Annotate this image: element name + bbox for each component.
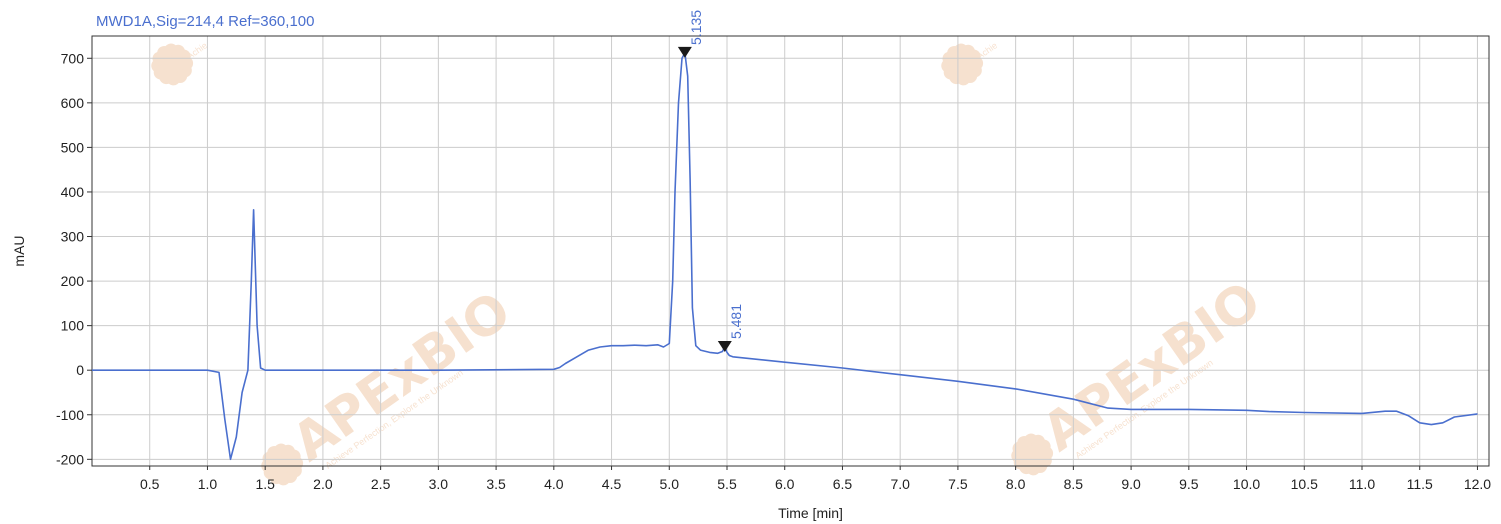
- x-axis: 0.5 1.0 1.5 2.0 2.5 3.0 3.5 4.0 4.5 5.0 5.5 6.0 6.5 7…: [140, 466, 1491, 492]
- peak-label: 5.135: [688, 10, 704, 45]
- x-tick-label: 8.0: [1006, 476, 1026, 492]
- x-tick-label: 1.5: [255, 476, 275, 492]
- watermark-logo: [151, 43, 194, 86]
- x-tick-label: 6.5: [833, 476, 853, 492]
- x-tick-label: 7.5: [948, 476, 968, 492]
- x-tick-label: 3.5: [486, 476, 506, 492]
- x-tick-label: 5.5: [717, 476, 737, 492]
- y-tick-label: -100: [56, 407, 84, 423]
- watermark-logo: [941, 43, 984, 86]
- x-tick-label: 9.0: [1121, 476, 1141, 492]
- x-tick-label: 10.0: [1233, 476, 1260, 492]
- peak-marker: [717, 341, 732, 353]
- x-tick-label: 3.0: [429, 476, 449, 492]
- x-tick-label: 0.5: [140, 476, 160, 492]
- x-tick-label: 12.0: [1464, 476, 1491, 492]
- y-tick-label: 400: [61, 184, 85, 200]
- y-tick-label: 600: [61, 95, 85, 111]
- x-tick-label: 7.0: [890, 476, 910, 492]
- y-tick-label: 300: [61, 229, 85, 245]
- y-tick-label: 100: [61, 318, 85, 334]
- watermark-stamp: Achie: [941, 40, 999, 86]
- x-tick-label: 11.0: [1349, 476, 1375, 492]
- signal-trace: [92, 52, 1478, 461]
- plot-frame: [91, 35, 1490, 467]
- y-tick-label: -200: [56, 451, 84, 467]
- peak-label: 5.481: [728, 304, 744, 339]
- x-tick-label: 4.5: [602, 476, 622, 492]
- x-tick-label: 10.5: [1291, 476, 1318, 492]
- x-tick-label: 2.0: [313, 476, 333, 492]
- x-tick-label: 2.5: [371, 476, 391, 492]
- x-tick-label: 1.0: [198, 476, 218, 492]
- watermark-brand: APExBIO: [1032, 271, 1272, 464]
- y-tick-label: 500: [61, 139, 85, 155]
- x-tick-label: 6.0: [775, 476, 795, 492]
- y-axis: -200 -100 0 100 200 300 400 500 600 700: [56, 50, 92, 467]
- grid-lines: [92, 36, 1489, 466]
- y-tick-label: 700: [61, 50, 85, 66]
- signal-title: MWD1A,Sig=214,4 Ref=360,100: [96, 13, 314, 30]
- y-axis-title: mAU: [11, 235, 27, 266]
- peak-marker: [677, 46, 692, 58]
- watermark-brand: APExBIO: [282, 281, 522, 474]
- x-tick-label: 5.0: [660, 476, 680, 492]
- x-tick-label: 8.5: [1064, 476, 1084, 492]
- y-tick-label: 200: [61, 273, 85, 289]
- watermark-stamp: Achie: [151, 40, 209, 86]
- x-tick-label: 4.0: [544, 476, 564, 492]
- y-tick-label: 0: [76, 362, 84, 378]
- x-tick-label: 9.5: [1179, 476, 1199, 492]
- x-tick-label: 11.5: [1407, 476, 1433, 492]
- x-axis-title: Time [min]: [778, 505, 843, 521]
- peak-annotations: 5.135 5.481: [677, 10, 744, 353]
